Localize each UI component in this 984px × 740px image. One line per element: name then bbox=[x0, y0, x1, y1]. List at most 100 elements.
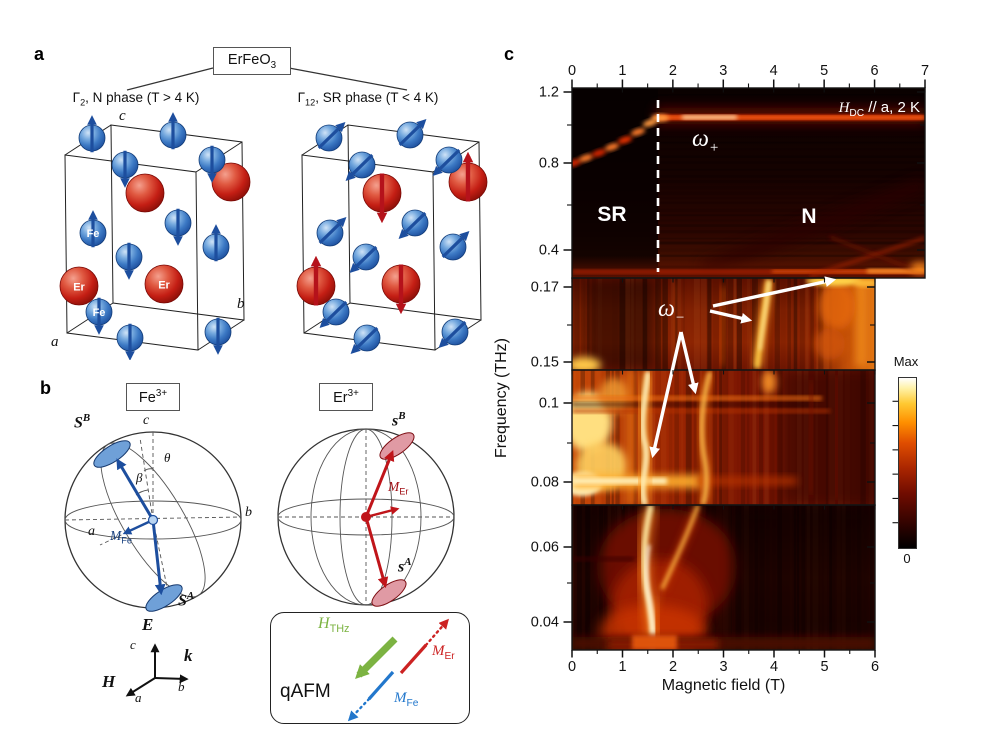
qafm-inset-box bbox=[270, 612, 470, 724]
fe-ion-label: Fe3+ bbox=[138, 388, 168, 406]
fe-ion-box: Fe3+ bbox=[126, 383, 180, 411]
crystal-axis-a: a bbox=[51, 334, 59, 350]
spin-vector-sa bbox=[151, 519, 166, 596]
colorbar-min-label: 0 bbox=[903, 551, 911, 566]
colorbar bbox=[898, 377, 917, 549]
axis-tick-label: 0 bbox=[568, 659, 576, 675]
spin-spheres bbox=[64, 428, 455, 612]
er-ion-box: Er3+ bbox=[319, 383, 373, 411]
sr-dark-region bbox=[572, 88, 658, 278]
m-er-label: MEr bbox=[388, 479, 409, 497]
m-er-arrow bbox=[399, 643, 428, 675]
theta-label: θ bbox=[164, 450, 171, 465]
axis-tick-label: 5 bbox=[820, 659, 828, 675]
axis-tick-label: 1 bbox=[618, 63, 626, 79]
phase-label-sr: Γ12, SR phase (T < 4 K) bbox=[297, 90, 439, 108]
panel-label-c: c bbox=[504, 44, 515, 64]
er-atom-label: Er bbox=[73, 282, 85, 294]
x-axis-title: Magnetic field (T) bbox=[661, 677, 786, 694]
er-sb-label: sB bbox=[392, 410, 406, 430]
qafm-mode-arrows bbox=[347, 618, 449, 722]
er-center-dot bbox=[361, 512, 371, 522]
sb-label: SB bbox=[74, 412, 91, 432]
sphere-axis-a: a bbox=[88, 524, 95, 539]
axis-tick-label: 0.06 bbox=[531, 540, 559, 556]
spin-precession-ellipse-sb bbox=[93, 440, 131, 468]
qafm-m-fe-label: MFe bbox=[394, 690, 419, 709]
sphere-axis-c: c bbox=[143, 413, 150, 428]
y-axis-title: Frequency (THz) bbox=[493, 337, 510, 459]
field-geometry-triad bbox=[125, 643, 189, 697]
atoms-n-phase: Er Er Fe Fe bbox=[59, 112, 251, 360]
crystal-structure-sr-phase bbox=[296, 119, 488, 354]
axis-tick-label: 4 bbox=[770, 659, 778, 675]
axis-tick-label: 0.17 bbox=[531, 280, 559, 296]
fe-atom-label: Fe bbox=[93, 307, 106, 319]
axis-tick-label: 0.04 bbox=[531, 615, 559, 631]
m-fe-arrow bbox=[367, 670, 395, 701]
heatmap-panel-010-008 bbox=[572, 370, 875, 505]
triad-axis-b: b bbox=[178, 679, 185, 694]
beta-label: β bbox=[136, 470, 143, 485]
triad-axis-a: a bbox=[135, 690, 142, 705]
er-spin-vector-sb bbox=[364, 449, 395, 518]
axis-tick-label: 2 bbox=[669, 659, 677, 675]
er-sa-label: sA bbox=[398, 556, 412, 576]
axis-tick-label: 7 bbox=[921, 63, 929, 79]
h-field-label: H bbox=[102, 672, 116, 691]
compound-name: ErFeO3 bbox=[227, 51, 277, 71]
m-fe-arrow-dotted bbox=[347, 697, 371, 722]
er-atom bbox=[59, 266, 99, 306]
er-atom bbox=[144, 264, 184, 304]
e-field-label: E bbox=[142, 615, 154, 634]
er-spin-vector-sa bbox=[364, 516, 389, 589]
h-thz-label: HTHz bbox=[318, 615, 350, 636]
axis-tick-label: 0 bbox=[568, 63, 576, 79]
axis-tick-label: 6 bbox=[871, 659, 879, 675]
axis-tick-label: 1.2 bbox=[539, 85, 559, 101]
er-spin-ellipse-sa bbox=[371, 579, 407, 607]
fe-center-dot bbox=[147, 514, 159, 526]
n-region-label: N bbox=[801, 205, 817, 228]
omega-plus-label: ω+ bbox=[692, 126, 719, 156]
axis-tick-label: 4 bbox=[770, 63, 778, 79]
sa-label: SA bbox=[178, 590, 195, 610]
crystal-axis-c: c bbox=[119, 108, 126, 124]
k-vector-label: k bbox=[184, 646, 193, 665]
triad-axis-c: c bbox=[130, 637, 136, 652]
sphere-axis-b: b bbox=[245, 505, 252, 520]
m-fe-label: MFe bbox=[110, 528, 132, 546]
heatmap-panel-006-004 bbox=[572, 505, 875, 650]
qafm-label: qAFM bbox=[280, 681, 331, 702]
axis-tick-label: 0.1 bbox=[539, 396, 559, 412]
axis-tick-label: 0.4 bbox=[539, 243, 559, 259]
h-thz-arrow bbox=[355, 636, 398, 679]
atoms-sr-phase bbox=[296, 119, 488, 354]
m-fe-vector bbox=[122, 518, 154, 535]
crystal-axis-b: b bbox=[237, 296, 245, 312]
colorbar-max-label: Max bbox=[893, 354, 919, 369]
qafm-m-er-label: MEr bbox=[432, 643, 455, 662]
axis-tick-label: 1 bbox=[618, 659, 626, 675]
sr-region-label: SR bbox=[597, 203, 627, 226]
axis-tick-label: 0.8 bbox=[539, 156, 559, 172]
heatmap-panel-017-015 bbox=[572, 278, 875, 370]
axis-tick-label: 3 bbox=[719, 63, 727, 79]
omega-minus-label: ω− bbox=[658, 296, 685, 326]
m-er-vector bbox=[365, 506, 400, 519]
er-ion-label: Er3+ bbox=[333, 388, 359, 406]
theta-angle-arc bbox=[143, 468, 154, 472]
axis-tick-label: 2 bbox=[669, 63, 677, 79]
er-spin-sphere bbox=[277, 428, 455, 607]
er-atom bbox=[125, 173, 165, 213]
axis-tick-label: 0.08 bbox=[531, 475, 559, 491]
panel-label-a: a bbox=[34, 44, 45, 64]
compound-box: ErFeO3 bbox=[213, 47, 291, 75]
measurement-condition-label: HDC // a, 2 K bbox=[838, 99, 920, 119]
axis-tick-label: 3 bbox=[719, 659, 727, 675]
crystal-structure-n-phase: Er Er Fe Fe c b a bbox=[51, 108, 251, 360]
phase-label-n: Γ2, N phase (T > 4 K) bbox=[72, 90, 200, 108]
axis-tick-label: 0.15 bbox=[531, 355, 559, 371]
fe-atom-label: Fe bbox=[87, 228, 100, 240]
